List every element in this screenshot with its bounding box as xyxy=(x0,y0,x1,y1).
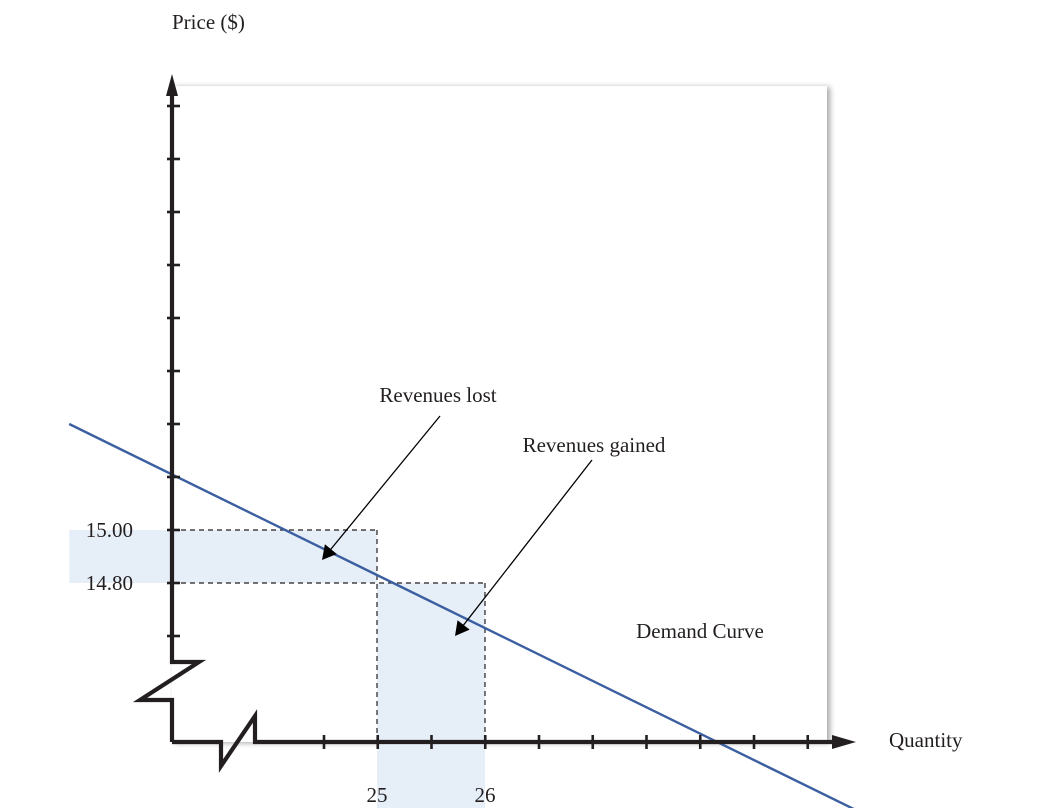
y-tick-label: 15.00 xyxy=(86,518,133,542)
revenues-lost-arrow xyxy=(322,415,441,560)
revenues-gained-label: Revenues gained xyxy=(523,433,666,457)
x-tick-label: 26 xyxy=(475,783,496,807)
y-tick-label: 14.80 xyxy=(86,571,133,595)
revenues-gained-arrow-shaft xyxy=(462,459,593,627)
plot-panel xyxy=(172,86,827,742)
revenues-lost-arrow-head xyxy=(322,544,337,560)
y-axis-arrowhead xyxy=(166,74,178,96)
revenues-lost-label: Revenues lost xyxy=(379,383,496,407)
x-axis-line xyxy=(172,709,834,773)
x-tick-label: 25 xyxy=(367,783,388,807)
revenues-lost-arrow-shaft xyxy=(329,415,441,551)
revenues-gained-region xyxy=(377,583,485,808)
x-axis-arrowhead xyxy=(832,735,856,749)
y-axis-line xyxy=(132,92,207,742)
demand-curve-label: Demand Curve xyxy=(636,619,764,643)
revenues-gained-arrow xyxy=(455,459,593,636)
y-axis-title: Price ($) xyxy=(172,10,245,34)
x-axis-title: Quantity xyxy=(889,728,963,752)
revenues-gained-arrow-head xyxy=(455,620,470,636)
demand-curve-line xyxy=(68,422,855,808)
